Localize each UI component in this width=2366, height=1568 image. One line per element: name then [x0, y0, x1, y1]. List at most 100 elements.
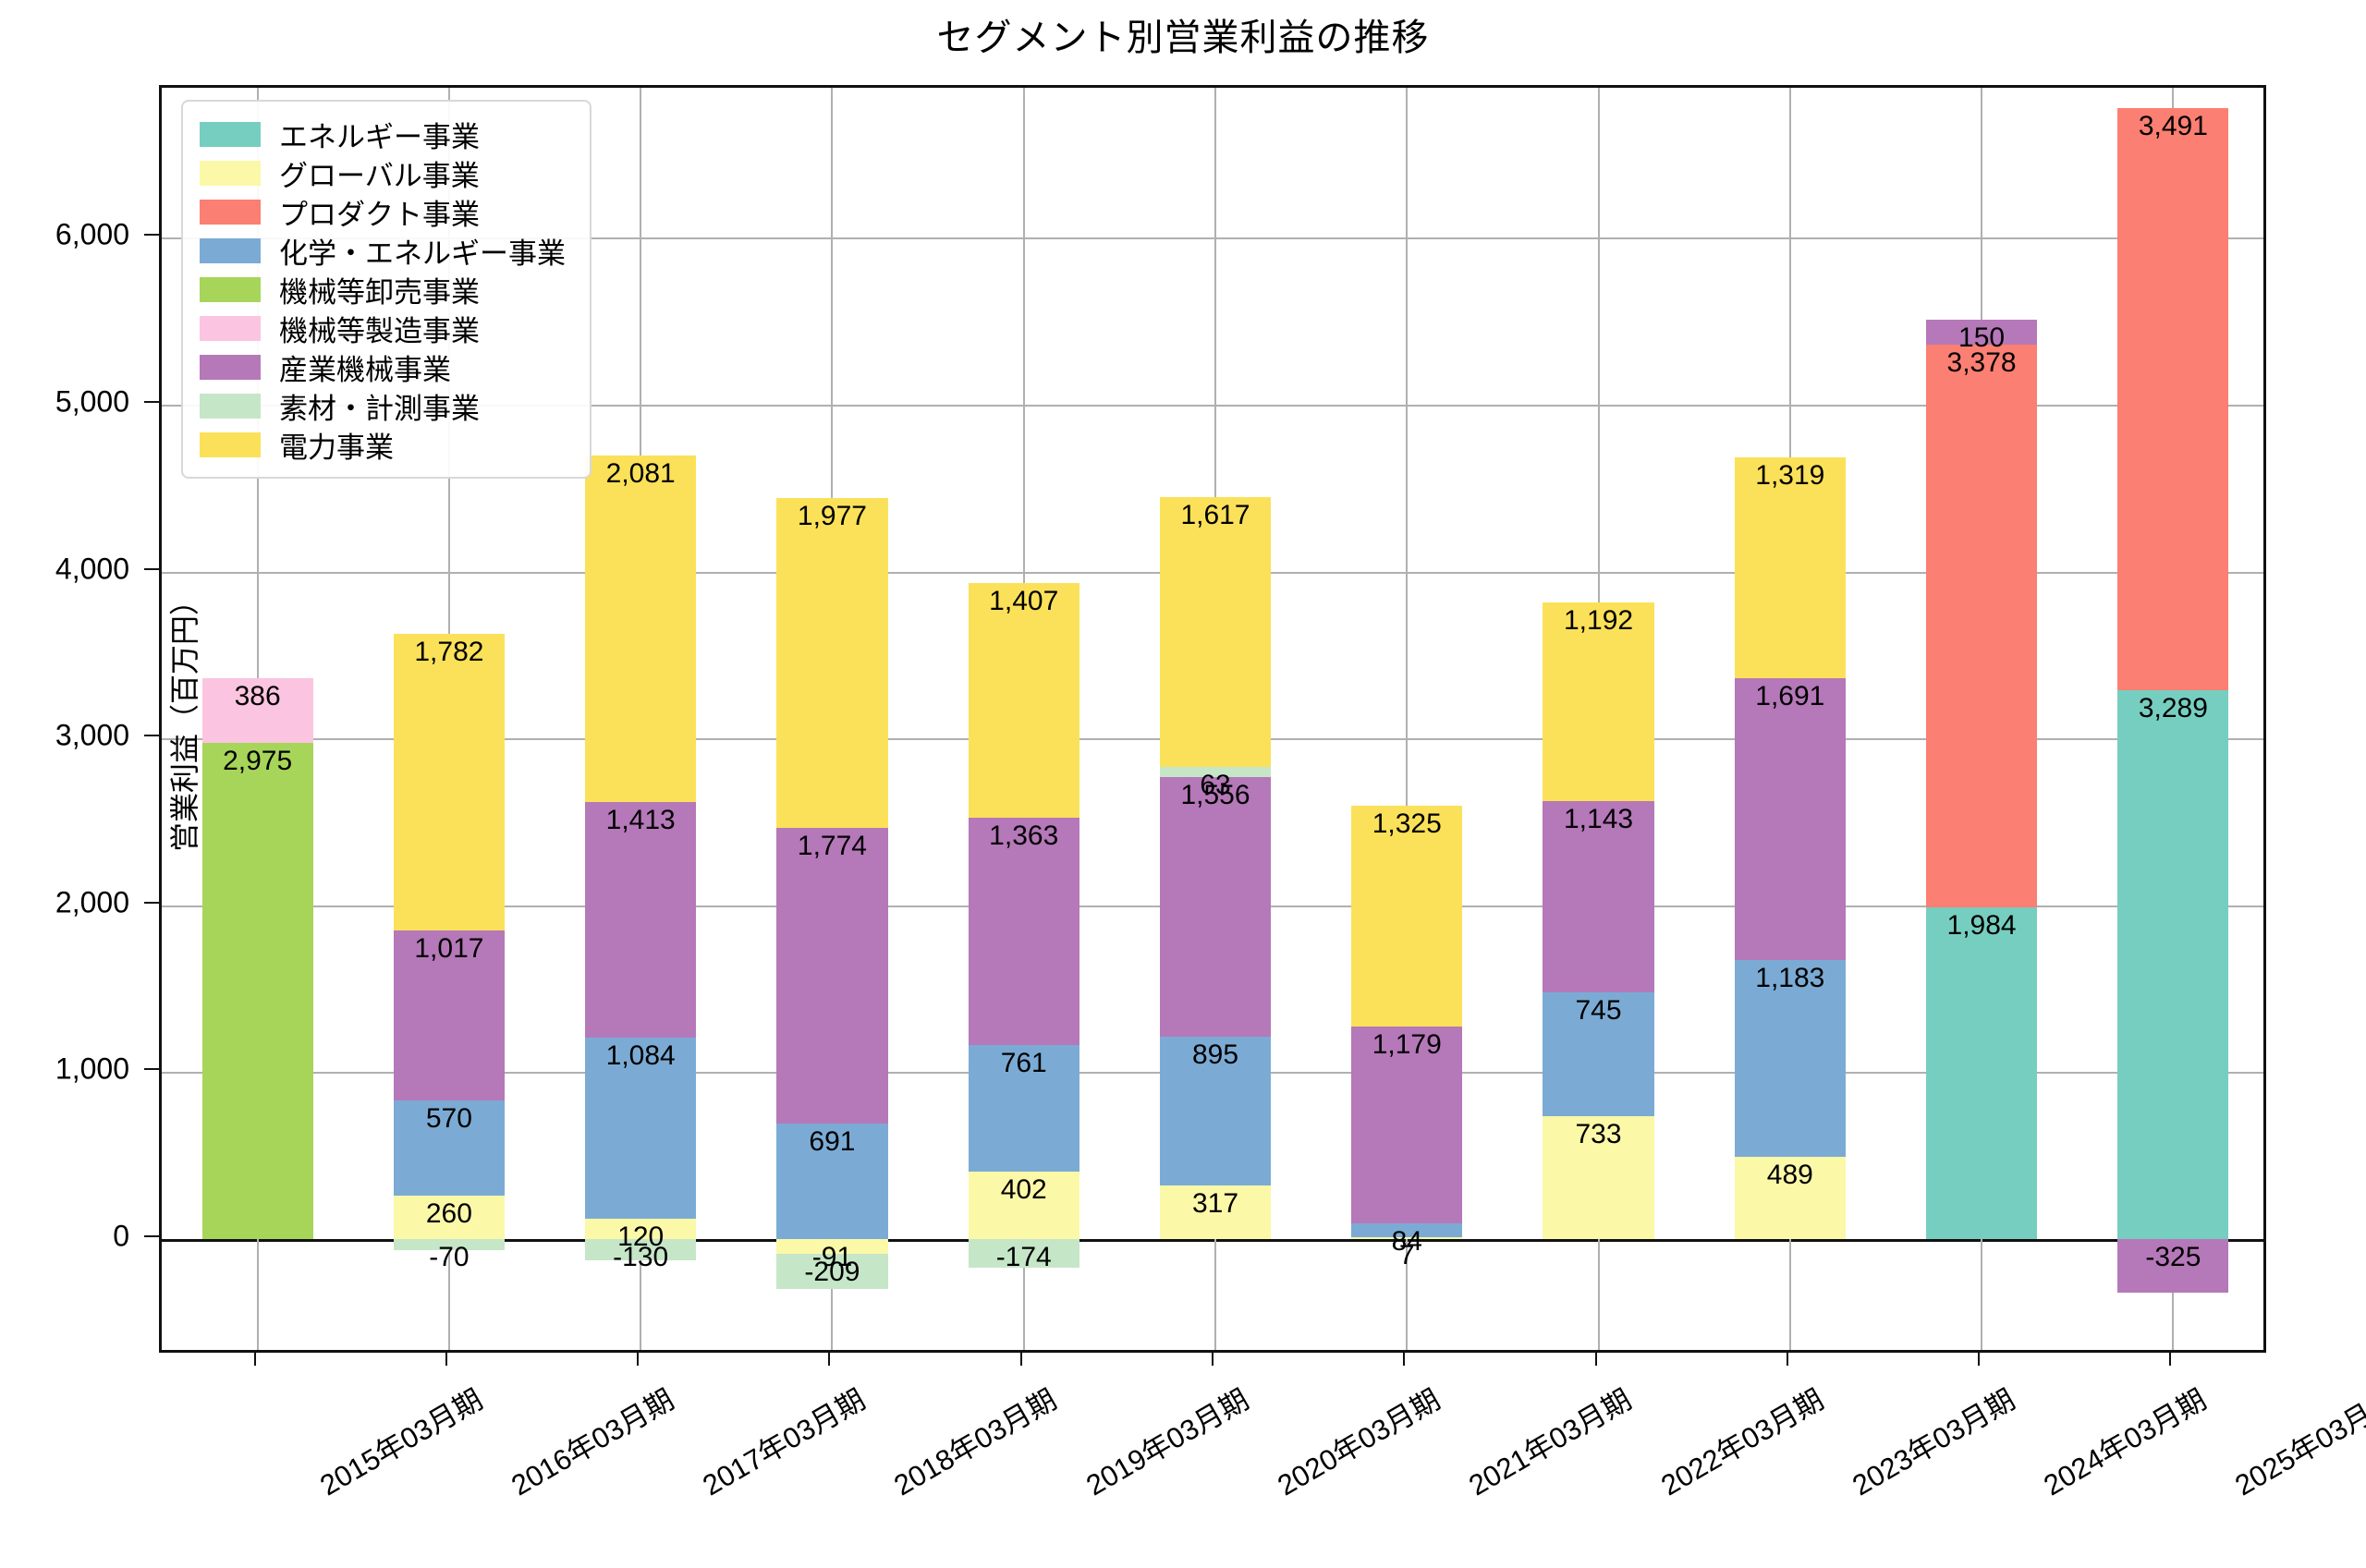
- bar-segment-negative[interactable]: [2117, 1238, 2229, 1294]
- bar-segment-value-label: 84: [1391, 1226, 1422, 1258]
- x-axis-tick-mark: [445, 1353, 447, 1366]
- bar-segment[interactable]: [585, 1218, 697, 1239]
- bar-segment[interactable]: [1351, 1237, 1463, 1239]
- legend-item[interactable]: プロダクト事業: [200, 192, 566, 231]
- legend-item-label: グローバル事業: [279, 159, 480, 192]
- bar-segment[interactable]: [1734, 677, 1846, 960]
- bar-segment[interactable]: [2117, 689, 2229, 1239]
- bar-segment[interactable]: [585, 1038, 697, 1219]
- bar-segment-negative[interactable]: [968, 1238, 1079, 1269]
- y-axis-tick-label: 1,000: [55, 1051, 129, 1086]
- plot-area: 2,975 386 260 570 1,017 1,782 -70 120 1,084 1,413…: [159, 85, 2266, 1353]
- bar-segment[interactable]: [1734, 959, 1846, 1158]
- legend-item-label: エネルギー事業: [279, 120, 480, 153]
- legend-item[interactable]: 機械等卸売事業: [200, 270, 566, 309]
- x-axis-tick-mark: [1786, 1353, 1788, 1366]
- bar-segment-value-label: 1,556: [1180, 779, 1250, 810]
- bar-segment-value-label: 1,363: [989, 820, 1059, 851]
- bar-segment[interactable]: [1543, 991, 1654, 1117]
- bar-segment[interactable]: [1159, 1036, 1272, 1186]
- legend-item[interactable]: グローバル事業: [200, 153, 566, 192]
- zero-line: [162, 1238, 2263, 1242]
- bar-segment-value-label: 3,378: [1946, 346, 2017, 378]
- x-axis-tick-label: 2017年03月期: [697, 1382, 872, 1502]
- bar-segment[interactable]: [1159, 776, 1272, 1037]
- x-axis-tick-mark: [1978, 1353, 1981, 1366]
- x-axis-tick-label: 2022年03月期: [1654, 1382, 1829, 1502]
- bar-segment-value-label: 1,325: [1372, 808, 1442, 840]
- x-axis-tick-mark: [828, 1353, 831, 1366]
- bar-segment[interactable]: [968, 582, 1079, 818]
- bar-segment[interactable]: [968, 1044, 1079, 1173]
- bar-segment[interactable]: [393, 633, 505, 931]
- y-axis-tick-mark: [144, 901, 159, 904]
- bar-segment[interactable]: [393, 1100, 505, 1196]
- bar-segment-negative[interactable]: [776, 1254, 888, 1289]
- bar-segment[interactable]: [776, 827, 888, 1124]
- x-axis-tick-mark: [2169, 1353, 2172, 1366]
- bar-segment-value-label: 1,691: [1755, 680, 1825, 711]
- x-axis-tick-label: 2025年03月期: [2229, 1382, 2366, 1502]
- bar-segment-value-label: 1,413: [605, 805, 676, 836]
- bar-segment[interactable]: [1543, 801, 1654, 992]
- bar-segment[interactable]: [1351, 1027, 1463, 1224]
- bar-segment[interactable]: [1734, 457, 1846, 678]
- bar-segment[interactable]: [393, 1195, 505, 1239]
- bar-segment-negative[interactable]: [393, 1238, 505, 1251]
- x-axis-tick-label: 2024年03月期: [2038, 1382, 2213, 1502]
- bar-segment[interactable]: [2117, 107, 2229, 690]
- bar-segment[interactable]: [393, 930, 505, 1100]
- bar-segment-value-label: -70: [429, 1241, 470, 1272]
- bar-segment-negative[interactable]: [585, 1238, 697, 1261]
- bar-segment-value-label: 1,984: [1946, 910, 2017, 942]
- bar-segment[interactable]: [776, 1123, 888, 1239]
- chart-title: セグメント別営業利益の推移: [936, 18, 1430, 58]
- legend-color-swatch: [200, 199, 261, 225]
- bar-segment[interactable]: [201, 742, 313, 1239]
- legend-item[interactable]: エネルギー事業: [200, 115, 566, 153]
- bar-segment-value-label: 2,975: [223, 745, 293, 776]
- legend-item[interactable]: 機械等製造事業: [200, 309, 566, 347]
- bar-segment-negative[interactable]: [776, 1238, 888, 1255]
- legend-item[interactable]: 産業機械事業: [200, 347, 566, 386]
- bar-segment-value-label: 691: [809, 1125, 856, 1157]
- gridline-horizontal: [162, 237, 2263, 240]
- bar-segment[interactable]: [1159, 1185, 1272, 1239]
- legend-item[interactable]: 素材・計測事業: [200, 386, 566, 425]
- y-axis-tick-mark: [144, 1234, 159, 1237]
- chart-legend[interactable]: エネルギー事業 グローバル事業 プロダクト事業 化学・エネルギー事業機械等卸売事業 機械…: [181, 100, 592, 479]
- bar-segment[interactable]: [201, 677, 313, 743]
- bar-segment[interactable]: [1543, 1116, 1654, 1239]
- bar-segment[interactable]: [1159, 766, 1272, 777]
- bar-segment-value-label: 120: [617, 1221, 665, 1252]
- y-axis-tick-mark: [144, 735, 159, 737]
- bar-segment[interactable]: [585, 802, 697, 1039]
- bar-segment[interactable]: [1159, 496, 1272, 767]
- x-axis-tick-mark: [637, 1353, 640, 1366]
- bar-segment[interactable]: [1925, 907, 2038, 1239]
- bar-segment[interactable]: [968, 1172, 1079, 1239]
- bar-segment-value-label: 761: [1000, 1047, 1047, 1078]
- bar-segment[interactable]: [776, 497, 888, 828]
- bar-segment[interactable]: [1543, 602, 1654, 802]
- bar-segment-value-label: 63: [1200, 769, 1231, 800]
- legend-color-swatch: [200, 432, 261, 457]
- bar-segment[interactable]: [968, 817, 1079, 1045]
- x-axis-tick-label: 2015年03月期: [313, 1382, 488, 1502]
- x-axis-tick-mark: [253, 1353, 256, 1366]
- y-axis-tick-label: 6,000: [55, 217, 129, 251]
- bar-segment[interactable]: [1351, 1223, 1463, 1238]
- legend-item[interactable]: 電力事業: [200, 425, 566, 464]
- bar-segment-value-label: 1,977: [797, 500, 867, 531]
- bar-segment-value-label: -209: [804, 1257, 860, 1288]
- bar-segment[interactable]: [1925, 344, 2038, 908]
- bar-segment-value-label: 1,192: [1563, 605, 1634, 637]
- bar-segment[interactable]: [1351, 806, 1463, 1027]
- bar-segment[interactable]: [1734, 1157, 1846, 1239]
- bar-segment[interactable]: [1925, 319, 2038, 345]
- legend-item-label: 機械等卸売事業: [279, 275, 480, 309]
- legend-item[interactable]: 化学・エネルギー事業: [200, 231, 566, 270]
- bar-segment[interactable]: [585, 455, 697, 803]
- x-axis-tick-mark: [1019, 1353, 1022, 1366]
- legend-color-swatch: [200, 393, 261, 419]
